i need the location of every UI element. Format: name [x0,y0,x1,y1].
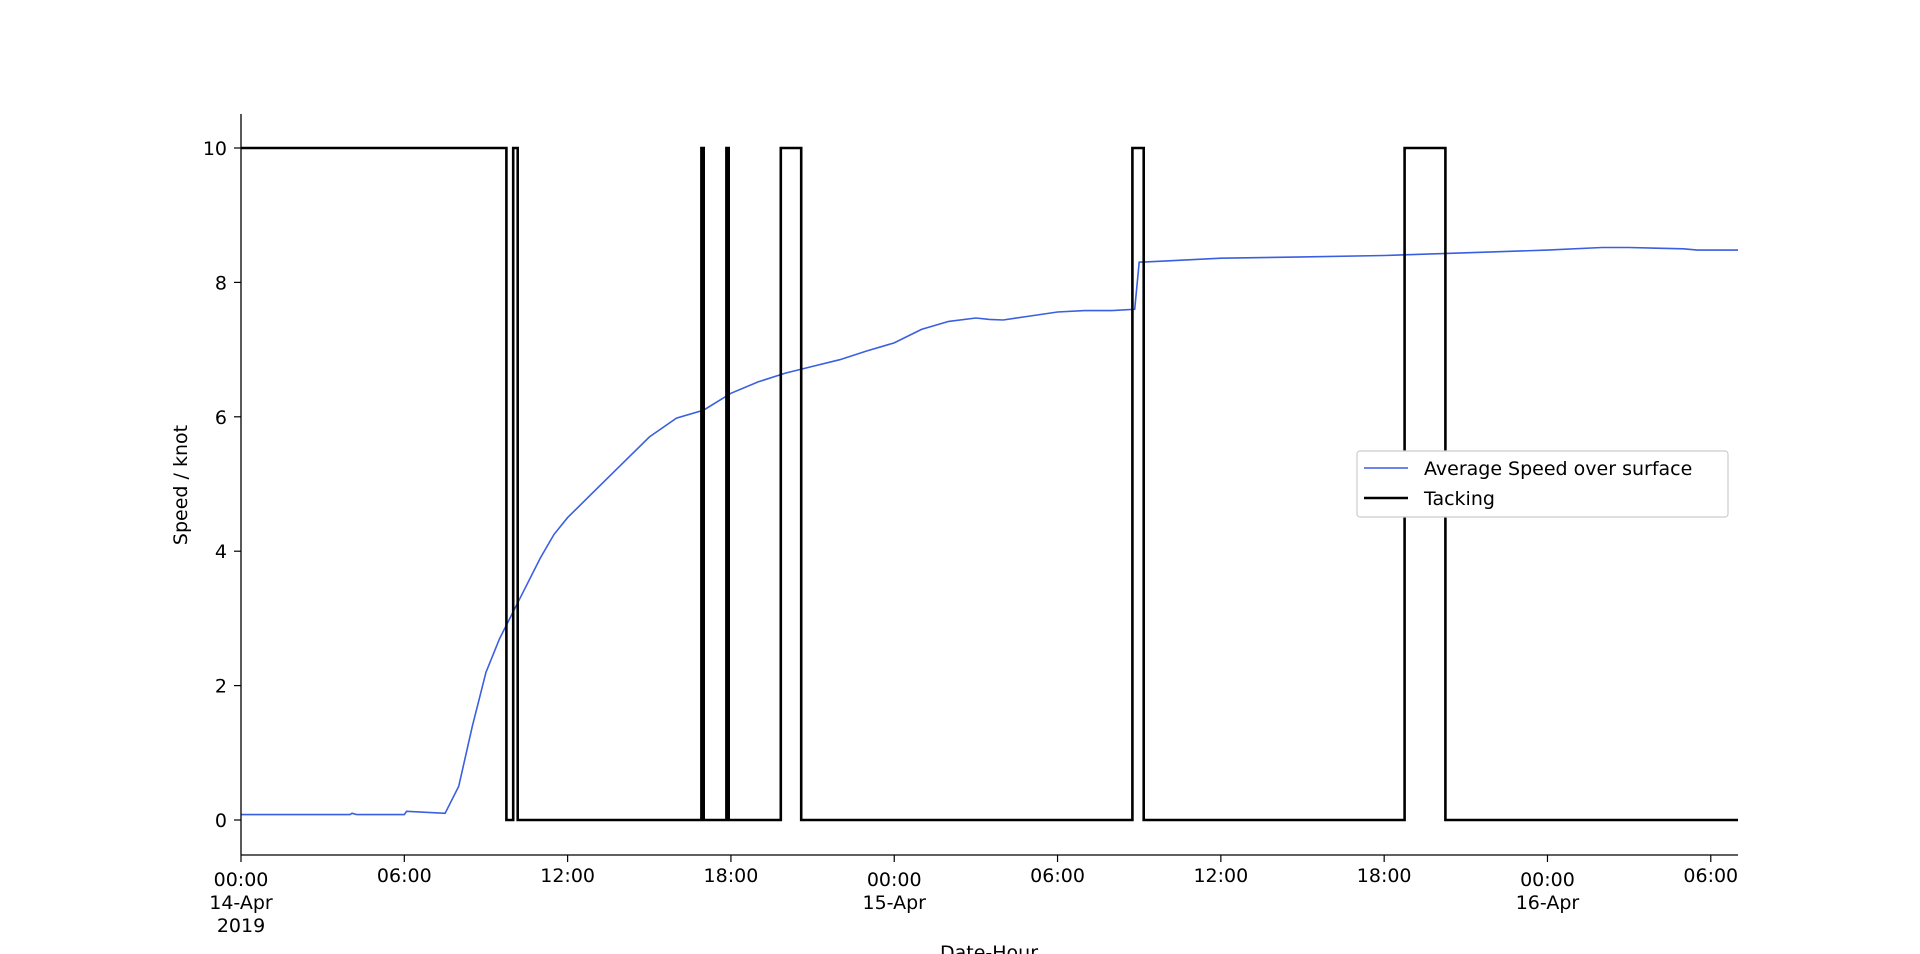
x-tick-label: 00:00 [214,869,269,891]
y-tick-label: 10 [203,138,227,160]
x-tick-label: 06:00 [1683,865,1738,887]
y-axis-label: Speed / knot [170,425,192,545]
y-tick-label: 0 [215,810,227,832]
series-line-speed [241,246,1738,816]
x-tick-label: 12:00 [540,865,595,887]
series-line-tacking [241,146,1738,822]
x-axis-label: Date-Hour [940,942,1038,954]
x-tick-label: 15-Apr [862,892,926,914]
x-tick-label: 18:00 [1357,865,1412,887]
legend-label-tacking: Tacking [1423,488,1495,510]
axes-layer [240,114,1738,856]
x-tick-label: 06:00 [1030,865,1085,887]
x-tick-label: 06:00 [377,865,432,887]
x-tick-label: 00:00 [1520,869,1575,891]
x-tick-label: 14-Apr [209,892,273,914]
legend-box [1356,450,1729,518]
legend: Average Speed over surface Tacking [1356,450,1729,518]
x-tick-label: 00:00 [867,869,922,891]
x-tick-label: 18:00 [704,865,759,887]
series-layer [241,146,1738,822]
y-tick-label: 4 [215,541,227,563]
legend-label-speed: Average Speed over surface [1424,458,1692,480]
y-tick-label: 2 [215,676,227,698]
y-ticks: 0 2 4 6 8 10 [203,138,241,832]
x-tick-label: 2019 [217,915,265,937]
x-tick-label: 12:00 [1193,865,1248,887]
x-tick-label: 16-Apr [1516,892,1580,914]
y-tick-label: 6 [215,407,227,429]
y-tick-label: 8 [215,272,227,294]
